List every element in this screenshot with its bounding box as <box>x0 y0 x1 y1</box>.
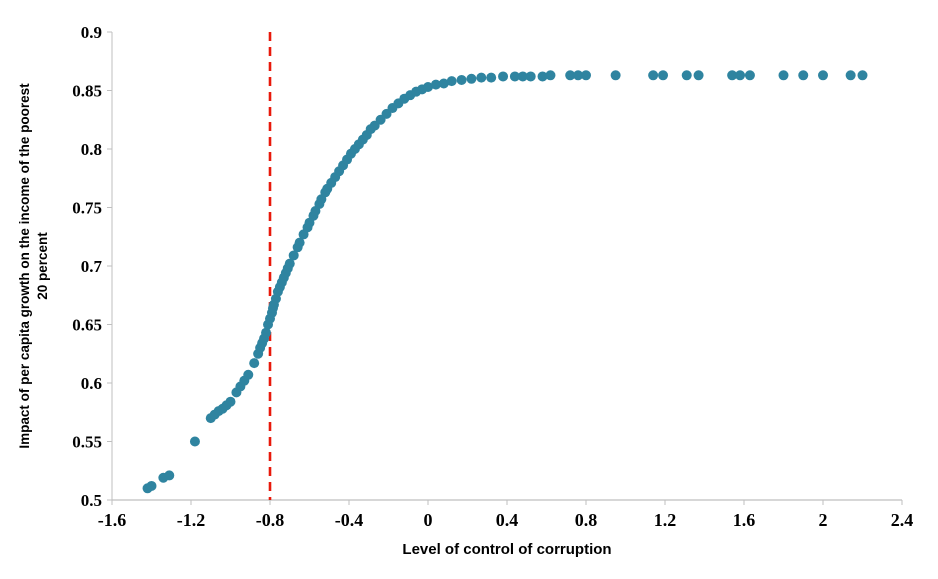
data-point <box>658 70 669 81</box>
data-point <box>498 71 509 82</box>
data-point <box>857 70 868 81</box>
data-point <box>581 70 591 81</box>
data-point <box>249 358 260 369</box>
y-tick-label: 0.75 <box>72 199 102 218</box>
x-tick-label: 2 <box>819 510 828 530</box>
y-tick-label: 0.9 <box>81 23 102 42</box>
data-point <box>284 258 295 269</box>
x-tick-label: 0 <box>424 510 433 530</box>
data-point <box>476 72 487 83</box>
y-tick-label: 0.85 <box>72 82 102 101</box>
data-point <box>735 70 746 81</box>
data-point <box>438 78 449 89</box>
y-tick-label: 0.65 <box>72 316 102 335</box>
y-tick-label: 0.8 <box>81 140 102 159</box>
data-point <box>288 250 299 261</box>
data-point <box>243 369 254 380</box>
x-tick-label: -0.8 <box>256 510 285 530</box>
data-point <box>486 72 497 83</box>
x-tick-label: 0.4 <box>496 510 519 530</box>
data-point <box>648 70 659 81</box>
x-tick-label: -0.4 <box>335 510 364 530</box>
y-axis-title-line-2: 20 percent <box>34 232 50 300</box>
data-point <box>446 76 457 87</box>
data-point <box>517 71 528 82</box>
data-point <box>693 70 704 81</box>
x-tick-label: 1.6 <box>733 510 756 530</box>
y-tick-label: 0.55 <box>72 433 102 452</box>
x-tick-label: 0.8 <box>575 510 598 530</box>
data-point <box>261 327 272 338</box>
data-point <box>466 73 477 84</box>
data-point <box>744 70 755 81</box>
data-point <box>525 71 536 82</box>
x-tick-label: -1.6 <box>98 510 127 530</box>
x-tick-label: -1.2 <box>177 510 206 530</box>
data-point <box>545 70 556 81</box>
data-point <box>146 480 157 491</box>
x-axis-title: Level of control of corruption <box>402 541 612 558</box>
data-point <box>778 70 789 81</box>
data-point <box>189 436 200 447</box>
data-point <box>565 70 576 81</box>
data-point <box>164 470 175 481</box>
data-point <box>537 71 548 82</box>
data-point <box>456 74 467 85</box>
x-tick-label: 2.4 <box>891 510 914 530</box>
y-tick-label: 0.6 <box>81 374 102 393</box>
data-point <box>798 70 809 81</box>
data-point <box>681 70 692 81</box>
data-point <box>294 237 305 248</box>
data-point <box>818 70 828 81</box>
data-point <box>727 70 738 81</box>
data-point <box>423 81 433 92</box>
x-tick-label: 1.2 <box>654 510 677 530</box>
data-point <box>573 70 584 81</box>
data-point <box>845 70 856 81</box>
y-tick-label: 0.7 <box>81 257 103 276</box>
data-point <box>610 70 621 81</box>
data-point <box>509 71 520 82</box>
data-point <box>225 396 236 407</box>
y-tick-label: 0.5 <box>81 491 102 510</box>
y-axis-title: Impact of per capita growth on the incom… <box>16 32 51 500</box>
data-point <box>430 79 441 90</box>
y-axis-title-line-1: Impact of per capita growth on the incom… <box>17 83 32 449</box>
